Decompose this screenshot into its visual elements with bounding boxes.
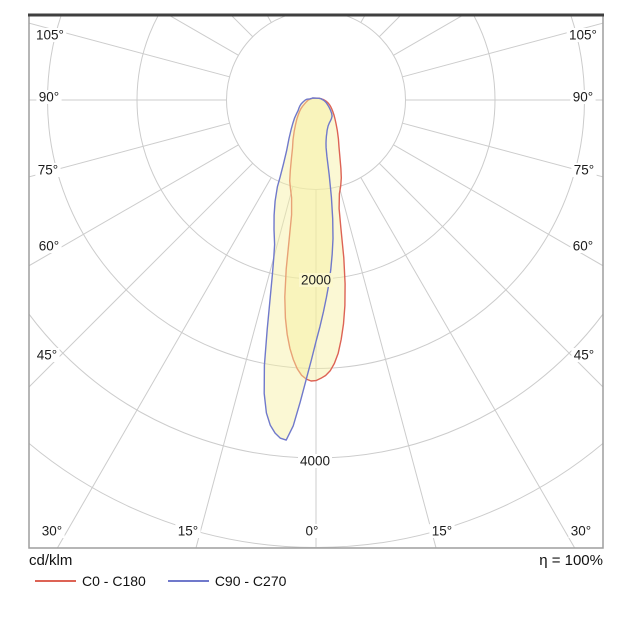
legend: C0 - C180 C90 - C270 <box>35 573 603 589</box>
angle-label: 60° <box>573 239 593 254</box>
legend-label: C90 - C270 <box>214 573 287 589</box>
legend-item-c0-c180: C0 - C180 <box>35 573 146 589</box>
angle-label-bg <box>34 348 60 362</box>
angle-label: 90° <box>39 90 59 105</box>
angle-label: 105° <box>36 28 64 43</box>
angle-label-bg <box>36 90 62 104</box>
grid-spoke <box>83 0 293 14</box>
angle-label-bg <box>303 524 321 538</box>
grid-spoke <box>56 177 272 548</box>
angle-label-bg <box>35 163 61 177</box>
legend-label: C0 - C180 <box>82 573 146 589</box>
grid-spoke <box>402 122 603 178</box>
angle-label: 15° <box>432 524 452 539</box>
grid-spoke <box>29 122 230 178</box>
beam-curve-c90-c270 <box>263 97 334 441</box>
grid-spoke <box>195 186 294 548</box>
grid-spoke <box>339 0 549 14</box>
grid-spoke <box>29 22 230 78</box>
angle-label-bg <box>33 28 67 42</box>
grid-spoke <box>393 144 603 267</box>
angle-label-bg <box>571 163 597 177</box>
angle-label: 90° <box>573 90 593 105</box>
chart-frame <box>28 13 604 549</box>
angle-label: 60° <box>39 239 59 254</box>
angle-label-bg <box>175 524 201 538</box>
grid-spoke <box>360 177 576 548</box>
chart-labels: 105° 90° 75° 60° 45° 30° 15° 0° 15° 30° 45° 60° 75° 9… <box>33 28 600 539</box>
grid-spoke <box>378 162 603 388</box>
angle-label: 45° <box>574 348 594 363</box>
angle-label-bg <box>568 524 594 538</box>
chart-footer: cd/klm η = 100% C0 - C180 C90 - C270 <box>29 552 603 589</box>
angle-label-bg <box>39 524 65 538</box>
angle-label: 0° <box>306 524 319 539</box>
beam-curve-c0-c180 <box>284 97 346 382</box>
angle-label-bg <box>429 524 455 538</box>
angle-label-bg <box>570 239 596 253</box>
angle-label: 45° <box>37 348 57 363</box>
radial-value-label: 2000 <box>301 273 331 288</box>
radial-value-label: 4000 <box>300 454 330 469</box>
angle-label: 105° <box>569 28 597 43</box>
angle-label-bg <box>571 348 597 362</box>
radial-label-bg <box>299 273 333 287</box>
beam-curves <box>263 97 346 441</box>
grid-spoke <box>338 186 437 548</box>
angle-label-bg <box>566 28 600 42</box>
unit-label: cd/klm <box>29 552 73 569</box>
angle-label: 15° <box>178 524 198 539</box>
legend-swatch-red <box>35 580 76 582</box>
efficiency-label: η = 100% <box>539 552 603 569</box>
legend-item-c90-c270: C90 - C270 <box>167 573 287 589</box>
angle-label: 30° <box>42 524 62 539</box>
grid-spoke <box>266 15 272 23</box>
radial-label-bg <box>298 454 332 468</box>
grid-spoke <box>29 162 254 388</box>
angle-label-bg <box>570 90 596 104</box>
angle-label: 75° <box>574 163 594 178</box>
legend-swatch-blue <box>167 580 209 582</box>
angle-label-bg <box>36 239 62 253</box>
grid-spoke <box>360 15 366 23</box>
grid-spoke <box>402 22 603 78</box>
angle-label: 30° <box>571 524 591 539</box>
grid-spoke <box>29 144 239 267</box>
angle-label: 75° <box>38 163 58 178</box>
